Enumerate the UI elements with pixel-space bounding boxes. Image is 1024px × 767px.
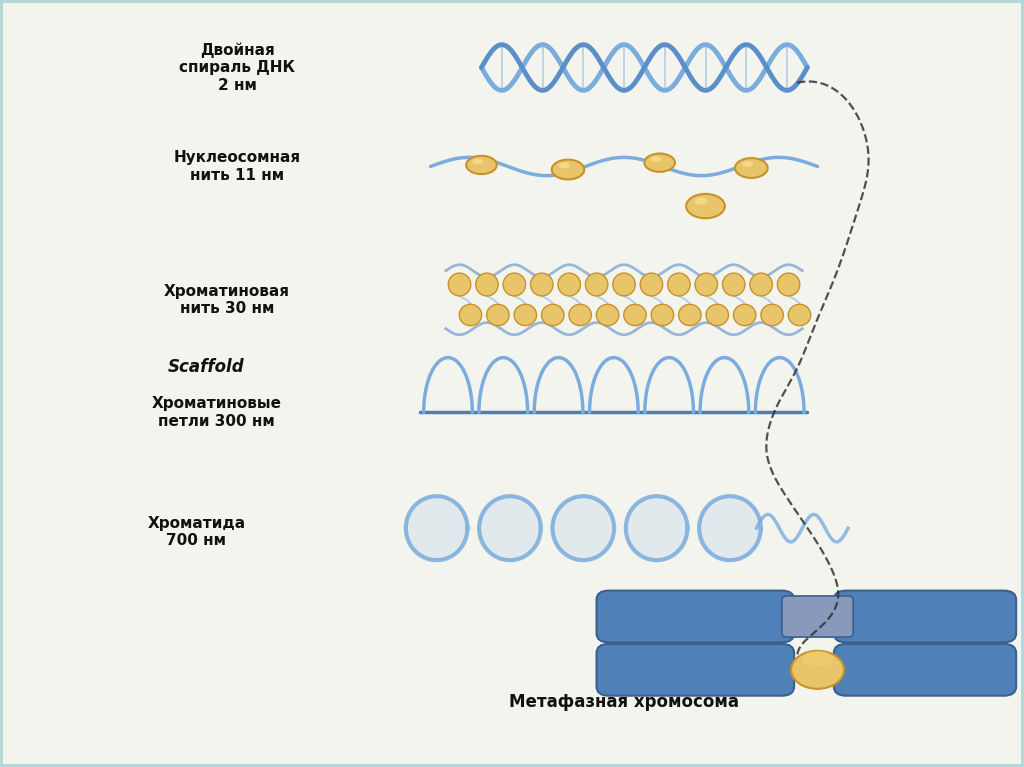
Ellipse shape (792, 650, 844, 689)
Ellipse shape (514, 304, 537, 326)
Polygon shape (479, 496, 541, 560)
Ellipse shape (486, 304, 509, 326)
Text: Хроматиновые
петли 300 нм: Хроматиновые петли 300 нм (152, 397, 282, 429)
Ellipse shape (466, 156, 497, 174)
Ellipse shape (640, 273, 663, 296)
Text: Двойная
спираль ДНК
2 нм: Двойная спираль ДНК 2 нм (179, 42, 295, 93)
Ellipse shape (750, 273, 772, 296)
Text: Метафазная хромосома: Метафазная хромосома (509, 693, 739, 711)
Polygon shape (406, 496, 467, 560)
Ellipse shape (542, 304, 564, 326)
Ellipse shape (459, 304, 481, 326)
Ellipse shape (530, 273, 553, 296)
Ellipse shape (733, 304, 756, 326)
Ellipse shape (472, 159, 483, 164)
FancyBboxPatch shape (597, 644, 794, 696)
Ellipse shape (679, 304, 701, 326)
FancyBboxPatch shape (834, 591, 1016, 643)
Ellipse shape (668, 273, 690, 296)
Ellipse shape (735, 158, 768, 178)
Ellipse shape (596, 304, 618, 326)
Ellipse shape (741, 161, 753, 167)
Ellipse shape (651, 304, 674, 326)
Ellipse shape (449, 273, 471, 296)
Ellipse shape (558, 273, 581, 296)
Text: Хроматиновая
нить 30 нм: Хроматиновая нить 30 нм (164, 284, 290, 316)
Ellipse shape (624, 304, 646, 326)
Text: Хроматида
700 нм: Хроматида 700 нм (147, 515, 246, 548)
FancyBboxPatch shape (597, 591, 794, 643)
Ellipse shape (723, 273, 744, 296)
Ellipse shape (686, 194, 725, 219)
Text: Scaffold: Scaffold (168, 357, 245, 376)
Ellipse shape (695, 273, 718, 296)
Polygon shape (699, 496, 761, 560)
Ellipse shape (694, 198, 708, 205)
Ellipse shape (569, 304, 592, 326)
Polygon shape (553, 496, 614, 560)
Text: Нуклеосомная
нить 11 нм: Нуклеосомная нить 11 нм (173, 150, 301, 183)
Ellipse shape (777, 273, 800, 296)
Ellipse shape (802, 650, 833, 667)
Ellipse shape (612, 273, 635, 296)
Ellipse shape (503, 273, 525, 296)
Ellipse shape (558, 163, 569, 169)
FancyBboxPatch shape (782, 596, 853, 637)
Ellipse shape (650, 156, 662, 162)
Ellipse shape (706, 304, 728, 326)
Polygon shape (626, 496, 687, 560)
Ellipse shape (586, 273, 608, 296)
Ellipse shape (552, 160, 585, 179)
Ellipse shape (476, 273, 498, 296)
Ellipse shape (644, 153, 675, 172)
Ellipse shape (761, 304, 783, 326)
Ellipse shape (788, 304, 811, 326)
FancyBboxPatch shape (834, 644, 1016, 696)
